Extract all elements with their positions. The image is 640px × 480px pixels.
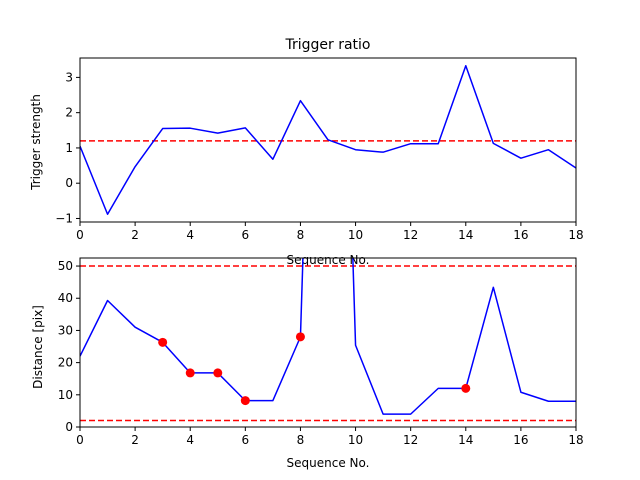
x-tick-label: 6 xyxy=(242,433,250,447)
x-tick-label: 2 xyxy=(131,228,139,242)
y-tick-label: 20 xyxy=(58,356,73,370)
marker-point xyxy=(461,383,471,393)
x-tick-label: 6 xyxy=(242,228,250,242)
y-tick-label: 50 xyxy=(58,259,73,273)
x-tick-label: 8 xyxy=(297,433,305,447)
x-axis-label: Sequence No. xyxy=(287,456,370,470)
data-layer xyxy=(80,258,576,422)
y-tick-label: −1 xyxy=(55,211,73,225)
axes-frame xyxy=(79,57,577,223)
x-tick-label: 18 xyxy=(568,433,583,447)
chart-title: Trigger ratio xyxy=(284,37,370,53)
x-tick-label: 14 xyxy=(458,228,473,242)
y-tick-label: 0 xyxy=(65,420,73,434)
x-tick-label: 12 xyxy=(403,228,418,242)
x-tick-label: 16 xyxy=(513,433,528,447)
marker-point xyxy=(158,337,168,347)
series-line xyxy=(80,65,576,215)
marker-point xyxy=(240,396,250,406)
distance-plot-area: 0 2 4 6 8 10 12 14 16 18 0 10 20 30 40 50 xyxy=(58,257,584,447)
axes-frame xyxy=(79,257,577,428)
x-tick-label: 4 xyxy=(186,228,194,242)
y-tick-label: 10 xyxy=(58,388,73,402)
y-axis-label: Distance [pix] xyxy=(31,305,45,389)
x-tick-label: 8 xyxy=(297,228,305,242)
x-tick-label: 10 xyxy=(348,228,363,242)
x-tick-label: 2 xyxy=(131,433,139,447)
marker-point xyxy=(295,332,305,342)
y-tick-label: 2 xyxy=(65,106,73,120)
y-axis-label: Trigger strength xyxy=(29,94,43,191)
y-tick-label: 3 xyxy=(65,70,73,84)
x-tick-label: 12 xyxy=(403,433,418,447)
marker-point xyxy=(213,368,223,378)
x-tick-label: 4 xyxy=(186,433,194,447)
x-tick-label: 18 xyxy=(568,228,583,242)
x-tick-label: 10 xyxy=(348,433,363,447)
marker-point xyxy=(185,368,195,378)
y-tick-label: 40 xyxy=(58,291,73,305)
x-tick-label: 14 xyxy=(458,433,473,447)
y-tick-label: 1 xyxy=(65,141,73,155)
x-tick-label: 16 xyxy=(513,228,528,242)
x-axis-label: Sequence No. xyxy=(287,253,370,267)
data-layer xyxy=(80,65,576,215)
x-tick-label: 0 xyxy=(76,433,84,447)
y-tick-label: 0 xyxy=(65,176,73,190)
x-tick-label: 0 xyxy=(76,228,84,242)
y-tick-label: 30 xyxy=(58,323,73,337)
